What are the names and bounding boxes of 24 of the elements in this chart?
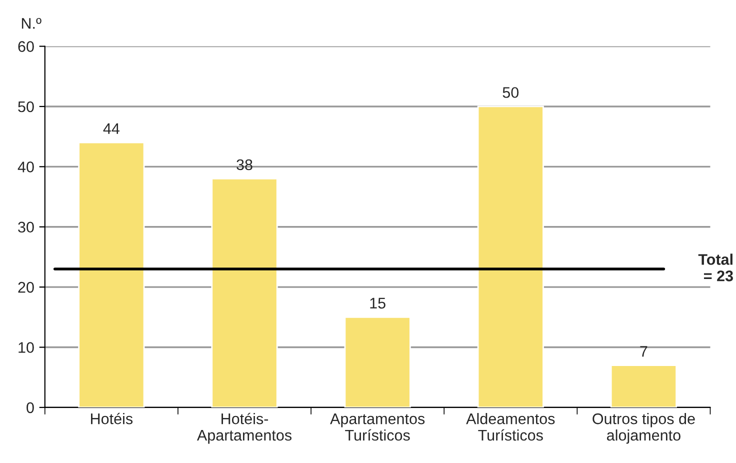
x-tick-label: Outros tipos de alojamento bbox=[592, 412, 695, 444]
data-label: 50 bbox=[502, 87, 519, 98]
data-label: 44 bbox=[103, 123, 120, 134]
bar bbox=[211, 178, 278, 408]
y-tick-label: 0 bbox=[26, 402, 34, 414]
y-tick-label: 20 bbox=[18, 282, 34, 293]
y-tick-label: 30 bbox=[18, 222, 34, 233]
y-tick-label: 60 bbox=[18, 41, 34, 52]
y-tick-label: 10 bbox=[18, 342, 34, 353]
bar bbox=[477, 106, 544, 408]
x-tick-label: Hotéis- Apartamentos bbox=[196, 412, 292, 444]
x-tick-label: Hotéis bbox=[91, 412, 133, 424]
y-tick-label: 50 bbox=[18, 101, 34, 112]
ref-line-label: Total = 23 bbox=[698, 254, 733, 282]
y-axis-title: N.º bbox=[22, 18, 42, 29]
bar bbox=[78, 142, 145, 408]
bar bbox=[344, 316, 411, 408]
x-tick-label: Aldeamentos Turísticos bbox=[466, 412, 555, 441]
data-label: 38 bbox=[236, 159, 252, 170]
bar bbox=[610, 364, 677, 408]
y-tick-label: 40 bbox=[18, 162, 34, 172]
data-label: 15 bbox=[370, 298, 386, 309]
x-tick-label: Apartamentos Turísticos bbox=[330, 414, 425, 441]
data-label: 7 bbox=[640, 346, 648, 357]
